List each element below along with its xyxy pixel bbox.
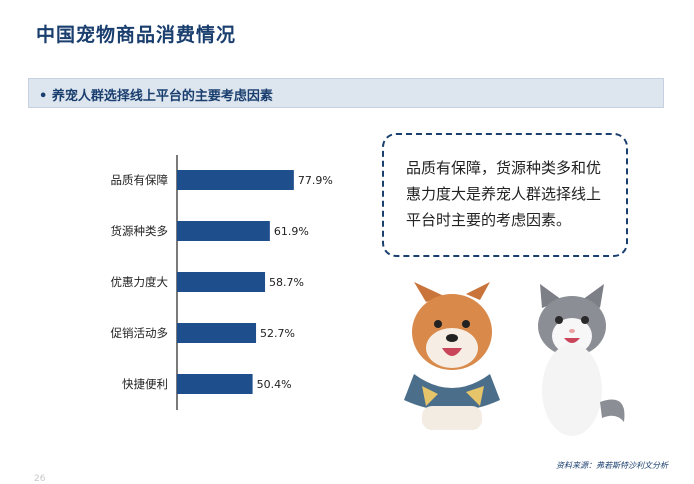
source-note: 资料来源：弗若斯特沙利文分析: [556, 461, 668, 470]
cat-icon: [538, 284, 625, 436]
value-label-1: 61.9%: [274, 225, 309, 238]
page-title: 中国宠物商品消费情况: [36, 24, 237, 46]
bullet-icon: •: [39, 89, 48, 104]
chart-bars: 品质有保障 77.9% 货源种类多 61.9% 优惠力度大 58.7% 促销活动多 52.7%…: [111, 170, 333, 394]
callout-box: 品质有保障，货源种类多和优惠力度大是养宠人群选择线上平台时主要的考虑因素。: [382, 133, 628, 257]
page-number: 26: [34, 474, 46, 484]
category-label-1: 货源种类多: [111, 224, 169, 238]
bar-chart: 品质有保障 77.9% 货源种类多 61.9% 优惠力度大 58.7% 促销活动多 52.7%…: [111, 155, 333, 410]
bar-3: [177, 323, 257, 343]
category-label-2: 优惠力度大: [111, 275, 169, 289]
section-header-bar: • 养宠人群选择线上平台的主要考虑因素: [28, 78, 664, 108]
dog-icon: [404, 282, 500, 430]
category-label-4: 快捷便利: [122, 377, 168, 391]
value-label-2: 58.7%: [269, 276, 304, 289]
bar-1: [177, 221, 270, 241]
category-label-3: 促销活动多: [111, 326, 169, 340]
value-label-3: 52.7%: [260, 327, 295, 340]
value-label-0: 77.9%: [298, 174, 333, 187]
bar-2: [177, 272, 266, 292]
section-title: • 养宠人群选择线上平台的主要考虑因素: [39, 85, 273, 104]
section-title-text: 养宠人群选择线上平台的主要考虑因素: [51, 89, 273, 104]
pets-illustration: [404, 282, 625, 436]
bar-4: [177, 374, 253, 394]
bar-0: [177, 170, 294, 190]
callout-text: 品质有保障，货源种类多和优惠力度大是养宠人群选择线上平台时主要的考虑因素。: [406, 159, 602, 229]
value-label-4: 50.4%: [257, 378, 292, 391]
category-label-0: 品质有保障: [111, 173, 169, 187]
